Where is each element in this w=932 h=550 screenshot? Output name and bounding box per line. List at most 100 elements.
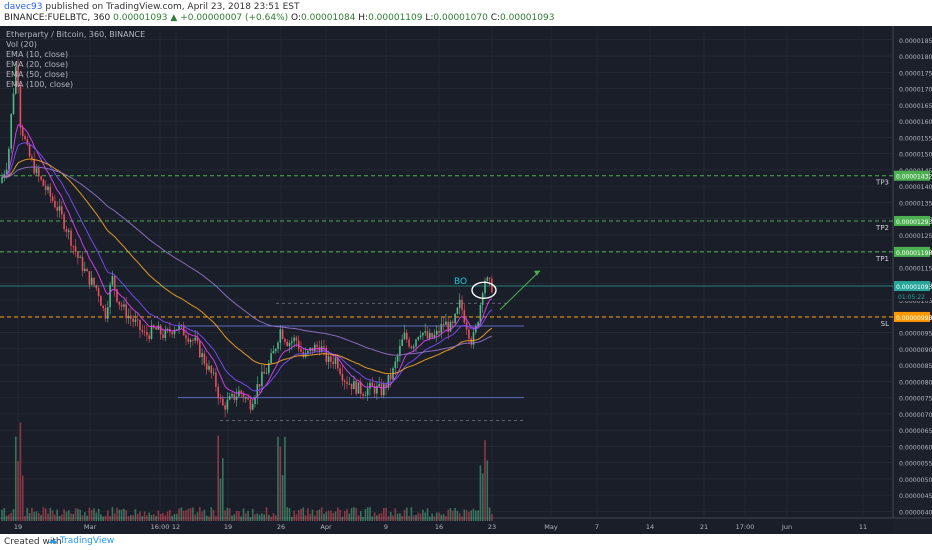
candle-body <box>433 334 436 338</box>
volume-bar <box>406 507 408 521</box>
volume-bar <box>58 515 61 521</box>
volume-bar <box>113 513 116 521</box>
volume-bar <box>488 507 491 521</box>
volume-bar <box>56 509 58 521</box>
candle-body <box>51 196 54 201</box>
volume-bar <box>187 508 190 521</box>
candle-body <box>291 341 293 343</box>
current-price-text: 0.00001093 <box>896 284 932 291</box>
volume-bar <box>468 511 470 521</box>
tp1-label: TP1 <box>875 255 889 263</box>
volume-bar <box>302 507 305 521</box>
volume-bar <box>185 510 187 521</box>
volume-bar <box>291 516 293 521</box>
volume-bar <box>327 510 330 521</box>
candle-body <box>44 185 47 191</box>
legend-item[interactable]: EMA (10, close) <box>6 50 69 59</box>
candle-body <box>12 93 15 114</box>
x-tick-label: Jun <box>781 523 792 531</box>
volume-bar <box>226 507 229 521</box>
tp1-price-text: 0.00001198 <box>896 250 932 257</box>
candle-body <box>120 304 123 307</box>
volume-bar <box>389 511 392 521</box>
volume-bar <box>173 513 176 521</box>
candle-body <box>127 315 130 319</box>
countdown-tag <box>894 292 930 302</box>
volume-bar <box>433 516 436 521</box>
candle-body <box>65 229 68 232</box>
volume-bar <box>461 516 463 521</box>
volume-bar <box>104 515 107 521</box>
candle-body <box>288 342 291 347</box>
published-text: published on TradingView.com, April 23, … <box>45 2 300 12</box>
volume-bar <box>318 509 321 521</box>
volume-bar <box>231 515 233 521</box>
candle-body <box>93 277 95 286</box>
candle-body <box>265 372 268 374</box>
candle-body <box>320 346 323 353</box>
legend-item[interactable]: EMA (100, close) <box>6 80 74 89</box>
candle-body <box>88 271 91 285</box>
volume-bar <box>180 507 183 521</box>
volume-bar <box>97 508 100 521</box>
candle-body <box>272 351 275 354</box>
candle-body <box>240 390 242 394</box>
symbol-label: BINANCE:FUELBTC, 360 <box>4 13 111 23</box>
candle-body <box>475 326 477 333</box>
volume-bar <box>387 516 390 521</box>
volume-bar <box>49 507 52 521</box>
volume-bar <box>419 513 422 521</box>
volume-bar <box>81 515 84 521</box>
volume-bar <box>440 514 443 521</box>
candle-body <box>185 335 187 339</box>
volume-bar <box>364 509 367 521</box>
candle-body <box>339 368 341 374</box>
volume-bar <box>265 507 268 521</box>
brand-name: TradingView <box>59 536 115 546</box>
volume-bar <box>274 515 277 521</box>
volume-bar <box>51 510 54 521</box>
volume-bar <box>438 512 440 521</box>
volume-bar <box>341 516 344 521</box>
candle-body <box>201 353 203 358</box>
candle-body <box>268 363 270 373</box>
target-arrow-line <box>499 270 541 311</box>
candle-body <box>461 299 463 311</box>
volume-bar <box>67 510 70 521</box>
volume-bar <box>84 512 86 521</box>
tradingview-logo[interactable]: ☁ TradingView <box>48 536 114 546</box>
volume-bar <box>196 512 199 521</box>
volume-bar <box>123 508 125 521</box>
volume-bar <box>350 508 353 521</box>
legend-item[interactable]: EMA (50, close) <box>6 70 69 79</box>
candle-body <box>61 206 63 215</box>
legend-item[interactable]: Vol (20) <box>6 40 37 49</box>
x-tick-label: 7 <box>595 523 599 531</box>
legend-item[interactable]: EMA (20, close) <box>6 60 69 69</box>
candle-body <box>488 277 491 279</box>
volume-bar <box>385 507 387 521</box>
volume-bar <box>199 507 201 521</box>
candle-body <box>401 339 403 346</box>
candle-body <box>479 304 482 323</box>
candle-body <box>24 136 26 140</box>
volume-bar <box>10 512 12 521</box>
legend-item[interactable]: Etherparty / Bitcoin, 360, BINANCE <box>6 30 146 39</box>
volume-bar <box>325 511 328 521</box>
candle-body <box>258 384 261 387</box>
volume-bar <box>136 513 139 521</box>
volume-bar <box>201 511 203 521</box>
indicator-legend: Etherparty / Bitcoin, 360, BINANCE Vol (… <box>6 30 145 90</box>
candle-body <box>477 322 479 327</box>
author-link[interactable]: davec93 <box>4 2 43 12</box>
volume-bar <box>284 436 286 521</box>
volume-bar <box>178 508 180 521</box>
